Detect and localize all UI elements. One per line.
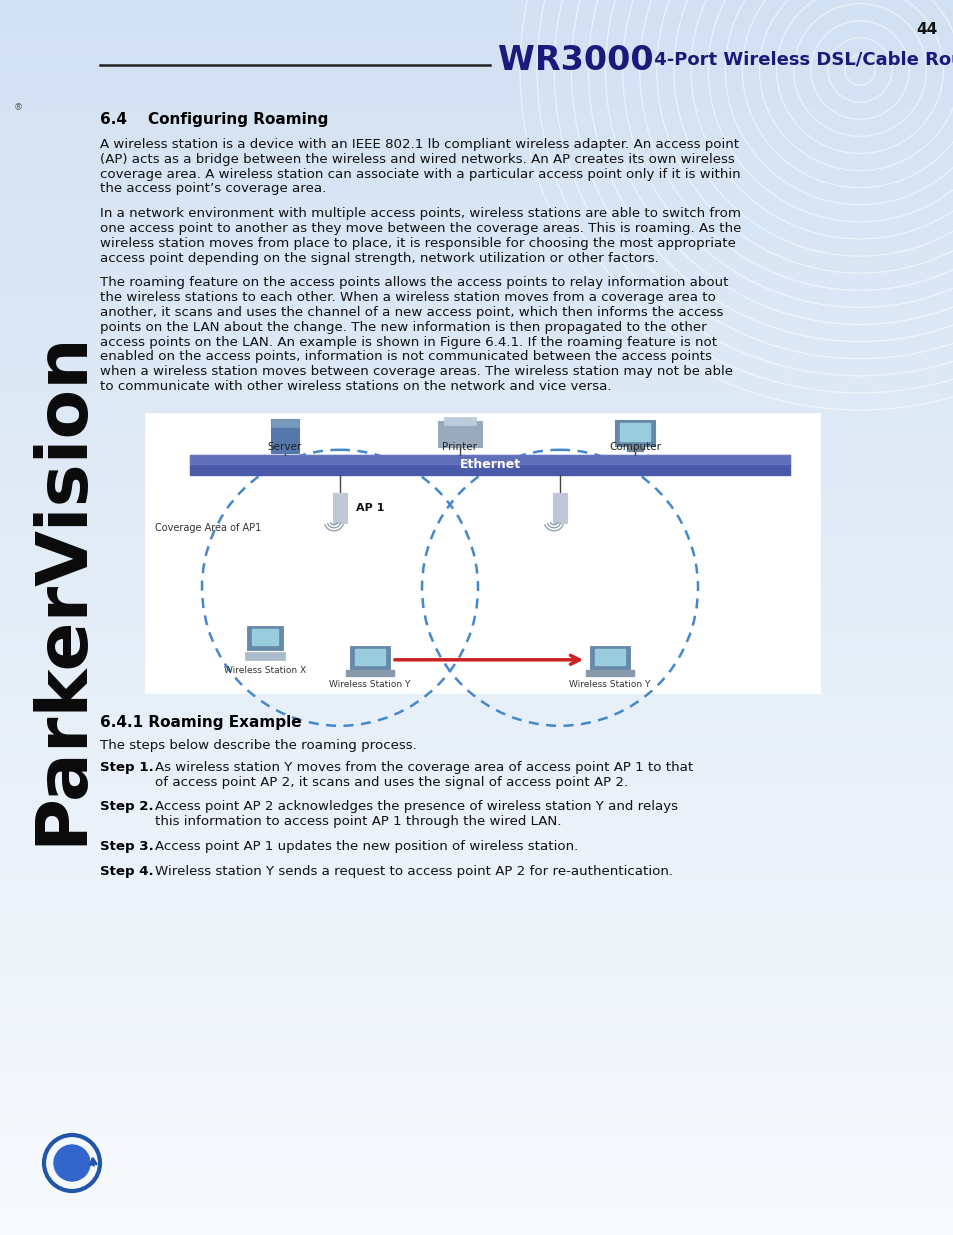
Text: Step 1.: Step 1.: [100, 761, 153, 774]
Text: when a wireless station moves between coverage areas. The wireless station may n: when a wireless station moves between co…: [100, 366, 732, 378]
Text: Server: Server: [268, 442, 302, 452]
Text: 6.4.1 Roaming Example: 6.4.1 Roaming Example: [100, 715, 301, 730]
Text: the wireless stations to each other. When a wireless station moves from a covera: the wireless stations to each other. Whe…: [100, 291, 715, 304]
Text: the access point’s coverage area.: the access point’s coverage area.: [100, 183, 326, 195]
Bar: [626, 446, 642, 451]
Text: Access point AP 1 updates the new position of wireless station.: Access point AP 1 updates the new positi…: [154, 840, 578, 853]
Bar: [443, 416, 476, 425]
Text: Wireless Station Y: Wireless Station Y: [329, 679, 410, 689]
Text: Step 3.: Step 3.: [100, 840, 153, 853]
Text: of access point AP 2, it scans and uses the signal of access point AP 2.: of access point AP 2, it scans and uses …: [154, 776, 628, 789]
Bar: [553, 493, 566, 522]
Bar: [589, 646, 629, 669]
Text: AP 1: AP 1: [355, 503, 384, 513]
Text: enabled on the access points, information is not communicated between the access: enabled on the access points, informatio…: [100, 351, 711, 363]
Bar: [245, 652, 285, 659]
Text: one access point to another as they move between the coverage areas. This is roa: one access point to another as they move…: [100, 222, 740, 235]
Text: Step 4.: Step 4.: [100, 864, 153, 878]
Text: points on the LAN about the change. The new information is then propagated to th: points on the LAN about the change. The …: [100, 321, 706, 333]
Text: A wireless station is a device with an IEEE 802.1 lb compliant wireless adapter.: A wireless station is a device with an I…: [100, 138, 739, 151]
Text: coverage area. A wireless station can associate with a particular access point o: coverage area. A wireless station can as…: [100, 168, 740, 180]
Text: Ethernet: Ethernet: [459, 458, 520, 472]
Bar: [190, 454, 789, 474]
Bar: [585, 669, 634, 676]
Text: In a network environment with multiple access points, wireless stations are able: In a network environment with multiple a…: [100, 207, 740, 220]
Text: to communicate with other wireless stations on the network and vice versa.: to communicate with other wireless stati…: [100, 380, 611, 393]
Bar: [252, 629, 277, 645]
Text: Step 2.: Step 2.: [100, 800, 153, 814]
Bar: [355, 648, 385, 664]
Bar: [271, 419, 298, 453]
Text: The roaming feature on the access points allows the access points to relay infor: The roaming feature on the access points…: [100, 277, 728, 289]
Text: ®: ®: [13, 104, 23, 112]
Text: access point depending on the signal strength, network utilization or other fact: access point depending on the signal str…: [100, 252, 659, 264]
Text: Wireless Station Y: Wireless Station Y: [569, 679, 650, 689]
Bar: [271, 419, 298, 427]
Bar: [190, 454, 789, 464]
Bar: [615, 420, 655, 446]
Text: Computer: Computer: [608, 442, 660, 452]
Text: As wireless station Y moves from the coverage area of access point AP 1 to that: As wireless station Y moves from the cov…: [154, 761, 693, 774]
Bar: [619, 422, 649, 441]
Bar: [333, 493, 347, 522]
Text: wireless station moves from place to place, it is responsible for choosing the m: wireless station moves from place to pla…: [100, 237, 735, 249]
Text: another, it scans and uses the channel of a new access point, which then informs: another, it scans and uses the channel o…: [100, 306, 722, 319]
Text: WR3000: WR3000: [497, 43, 653, 77]
Circle shape: [54, 1145, 90, 1181]
Bar: [350, 646, 390, 669]
Text: The steps below describe the roaming process.: The steps below describe the roaming pro…: [100, 739, 416, 752]
Text: Coverage Area of AP1: Coverage Area of AP1: [154, 522, 261, 532]
Text: 44: 44: [916, 22, 937, 37]
Text: Printer: Printer: [442, 442, 477, 452]
Text: Wireless Station X: Wireless Station X: [224, 666, 306, 674]
Bar: [595, 648, 624, 664]
Text: access points on the LAN. An example is shown in Figure 6.4.1. If the roaming fe: access points on the LAN. An example is …: [100, 336, 717, 348]
Text: Wireless station Y sends a request to access point AP 2 for re-authentication.: Wireless station Y sends a request to ac…: [154, 864, 673, 878]
Text: 4-Port Wireless DSL/Cable Router: 4-Port Wireless DSL/Cable Router: [647, 51, 953, 69]
Text: ParkerVision: ParkerVision: [28, 330, 96, 845]
Text: this information to access point AP 1 through the wired LAN.: this information to access point AP 1 th…: [154, 815, 561, 829]
Bar: [346, 669, 394, 676]
Text: Access point AP 2 acknowledges the presence of wireless station Y and relays: Access point AP 2 acknowledges the prese…: [154, 800, 678, 814]
Text: 6.4    Configuring Roaming: 6.4 Configuring Roaming: [100, 112, 328, 127]
Text: (AP) acts as a bridge between the wireless and wired networks. An AP creates its: (AP) acts as a bridge between the wirele…: [100, 153, 734, 165]
Bar: [437, 421, 481, 447]
Bar: [247, 626, 283, 650]
Bar: [145, 412, 820, 693]
